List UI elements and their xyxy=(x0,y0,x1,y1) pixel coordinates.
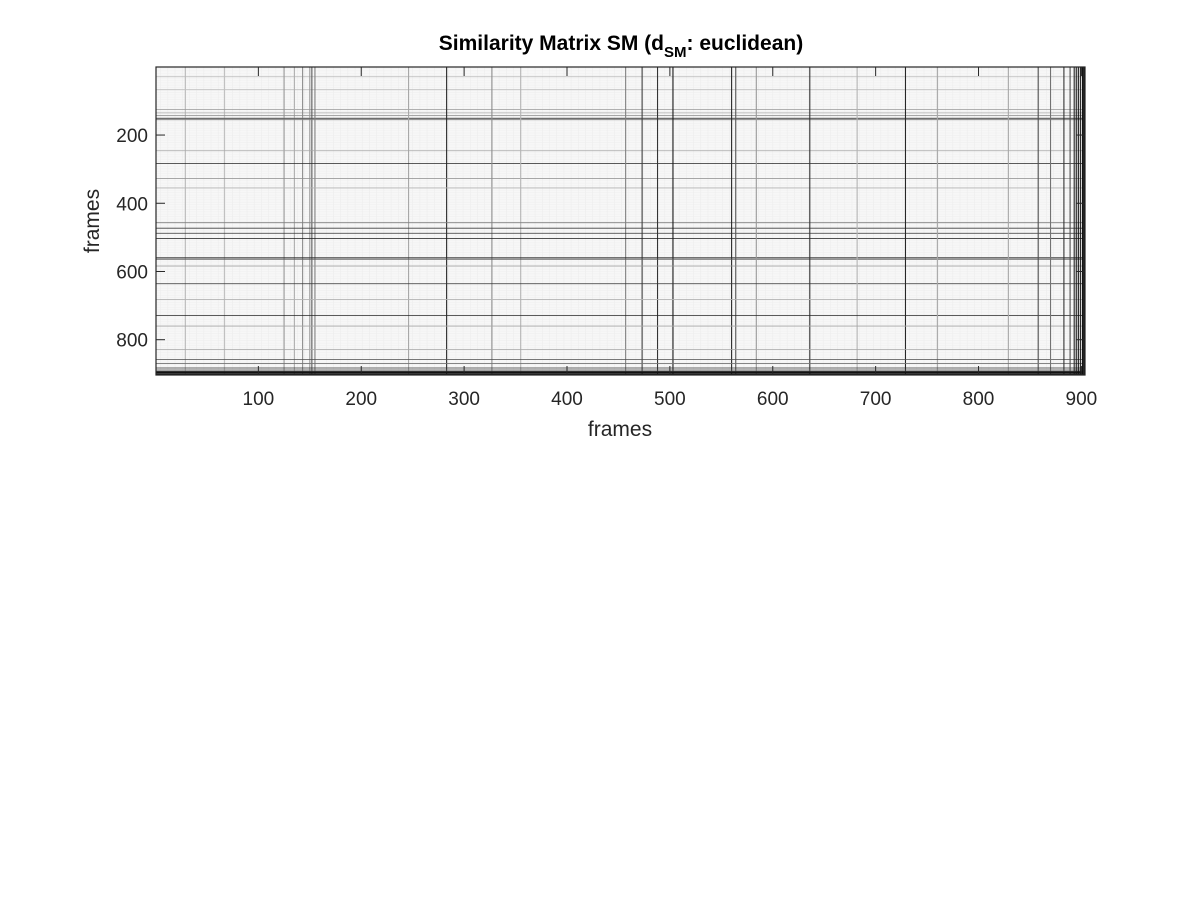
x-axis-ticks xyxy=(257,67,1082,375)
axes-box xyxy=(155,66,1086,376)
x-tick-label: 500 xyxy=(654,389,686,410)
x-tick-label: 700 xyxy=(860,389,892,410)
y-tick-label: 200 xyxy=(116,126,148,147)
y-tick-label: 800 xyxy=(116,331,148,352)
chart-title: Similarity Matrix SM (dSM: euclidean) xyxy=(439,32,803,61)
x-axis-label: frames xyxy=(588,418,652,441)
similarity-lines xyxy=(156,67,1086,376)
x-tick-label: 900 xyxy=(1066,389,1098,410)
y-tick-label: 600 xyxy=(116,262,148,283)
x-axis-tick-labels: 100 200 300 400 500 600 700 800 900 xyxy=(243,389,1098,410)
chart-title-subscript: SM xyxy=(664,44,687,61)
y-axis-label: frames xyxy=(81,189,104,253)
x-tick-label: 200 xyxy=(345,389,377,410)
x-tick-label: 800 xyxy=(963,389,995,410)
chart-title-tail: : euclidean) xyxy=(687,32,804,55)
plot-area xyxy=(155,66,1086,376)
y-axis-ticks xyxy=(156,134,1085,341)
x-tick-label: 300 xyxy=(448,389,480,410)
x-tick-label: 100 xyxy=(243,389,275,410)
y-tick-label: 400 xyxy=(116,194,148,215)
x-tick-label: 400 xyxy=(551,389,583,410)
x-tick-label: 600 xyxy=(757,389,789,410)
y-axis-tick-labels: 200 400 600 800 xyxy=(116,126,148,352)
